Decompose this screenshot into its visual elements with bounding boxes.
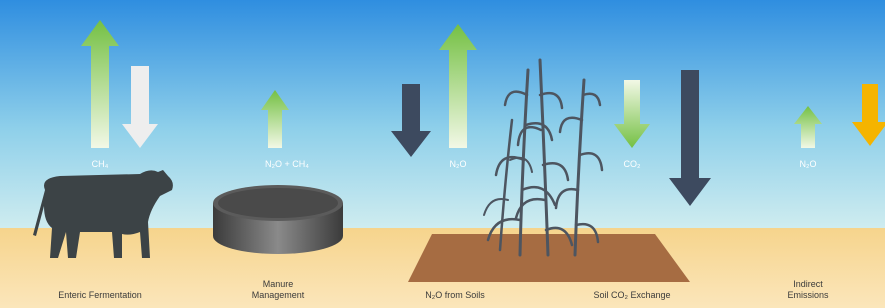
- gas-label: N₂O + CH₄: [265, 159, 309, 169]
- source-label: Soil CO₂ Exchange: [593, 290, 670, 300]
- manure-tank: [213, 185, 343, 254]
- source-label: Indirect: [793, 279, 823, 289]
- gas-label: CO₂: [624, 159, 642, 169]
- gas-label: N₂O: [450, 159, 467, 169]
- source-label: Enteric Fermentation: [58, 290, 142, 300]
- source-label: N₂O from Soils: [425, 290, 485, 300]
- gas-label: CH₄: [92, 159, 109, 169]
- source-label: Manure: [263, 279, 294, 289]
- gas-label: N₂O: [800, 159, 817, 169]
- source-label: Emissions: [787, 290, 829, 300]
- emissions-diagram: CH₄ N₂O + CH₄ N₂O CO₂ N₂O Enteric Fermen…: [0, 0, 885, 308]
- source-label: Management: [252, 290, 305, 300]
